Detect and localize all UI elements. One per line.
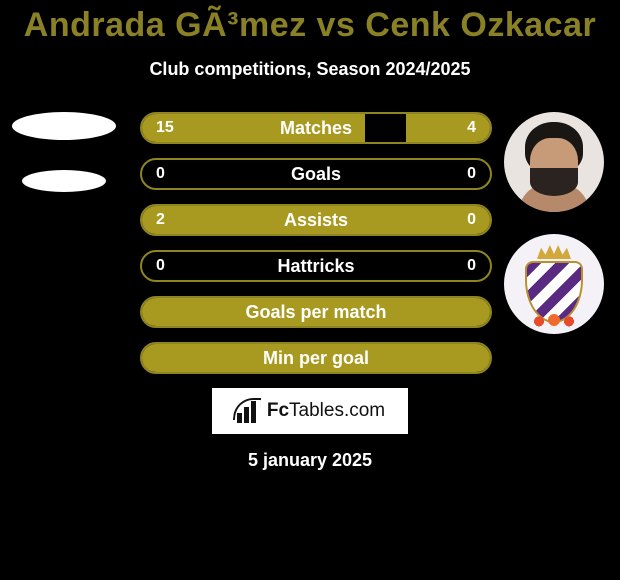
stat-bar: 0 0 Hattricks — [140, 250, 492, 282]
stat-label: Goals per match — [245, 302, 386, 323]
date-text: 5 january 2025 — [0, 450, 620, 471]
stat-value-right: 0 — [467, 257, 476, 275]
stat-value-left: 2 — [156, 211, 165, 229]
left-player-avatar-placeholder-icon — [12, 112, 116, 140]
right-player-avatar-icon — [504, 112, 604, 212]
content-area: 15 4 Matches 0 0 Goals 2 0 Assists 0 0 Hattricks Goa… — [0, 112, 620, 471]
stat-label: Assists — [284, 210, 348, 231]
left-player-column — [8, 112, 120, 192]
stat-value-left: 15 — [156, 119, 174, 137]
comparison-title: Andrada GÃ³mez vs Cenk Ozkacar — [0, 0, 620, 45]
title-text: Andrada GÃ³mez vs Cenk Ozkacar — [24, 6, 596, 44]
stat-value-left: 0 — [156, 257, 165, 275]
stat-value-left: 0 — [156, 165, 165, 183]
stat-bar: Goals per match — [140, 296, 492, 328]
stat-label: Matches — [280, 118, 352, 139]
branding-rest: Tables.com — [289, 400, 385, 421]
stat-fill-right — [406, 114, 490, 142]
branding-badge: FcTables.com — [212, 388, 408, 434]
stat-bar: 0 0 Goals — [140, 158, 492, 190]
stat-bar: 2 0 Assists — [140, 204, 492, 236]
right-club-crest-icon — [504, 234, 604, 334]
stat-bar: 15 4 Matches — [140, 112, 492, 144]
branding-text: FcTables.com — [267, 400, 385, 422]
subtitle: Club competitions, Season 2024/2025 — [0, 59, 620, 80]
stat-label: Goals — [291, 164, 341, 185]
stat-bar: Min per goal — [140, 342, 492, 374]
stat-value-right: 0 — [467, 211, 476, 229]
branding-bold: Fc — [267, 400, 289, 421]
fctables-logo-icon — [235, 399, 261, 423]
stat-label: Min per goal — [263, 348, 369, 369]
left-club-badge-placeholder-icon — [22, 170, 106, 192]
stat-bars: 15 4 Matches 0 0 Goals 2 0 Assists 0 0 Hattricks Goa… — [140, 112, 492, 374]
stat-value-right: 0 — [467, 165, 476, 183]
stat-value-right: 4 — [467, 119, 476, 137]
stat-label: Hattricks — [277, 256, 354, 277]
right-player-column — [500, 112, 608, 334]
